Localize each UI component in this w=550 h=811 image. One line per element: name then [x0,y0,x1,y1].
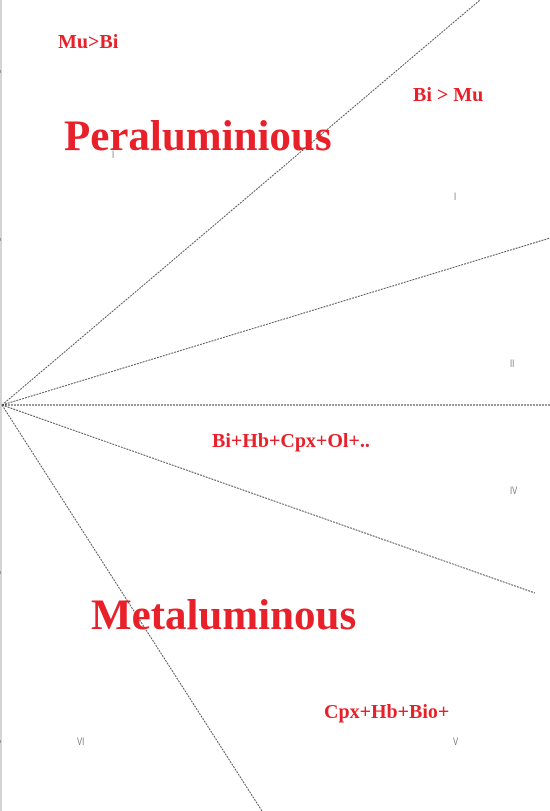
axis-tick [0,740,1,743]
boundary-line-steep-lower [1,404,263,811]
sector-numeral: I [112,149,115,161]
field-label-metaluminous: Metaluminous [91,592,357,639]
axis-tick [0,571,1,574]
sector-numeral: VI [77,736,85,748]
sector-numeral: I [454,191,457,203]
sector-numeral: IV [510,485,518,497]
sector-numeral: V [453,736,459,748]
sector-numeral: II [510,358,515,370]
axis-tick [0,70,1,73]
boundary-line-upper [1,237,550,406]
label-bi-hb-cpx-ol: Bi+Hb+Cpx+Ol+.. [212,430,370,452]
label-cpx-hb-bio: Cpx+Hb+Bio+ [324,701,450,723]
boundary-line-steep-upper [1,0,481,406]
field-label-peraluminious: Peraluminious [64,113,332,160]
label-mu-gt-bi: Mu>Bi [58,31,119,53]
axis-tick [0,238,1,241]
boundary-line-lower [1,404,536,594]
label-bi-gt-mu: Bi > Mu [413,84,484,106]
